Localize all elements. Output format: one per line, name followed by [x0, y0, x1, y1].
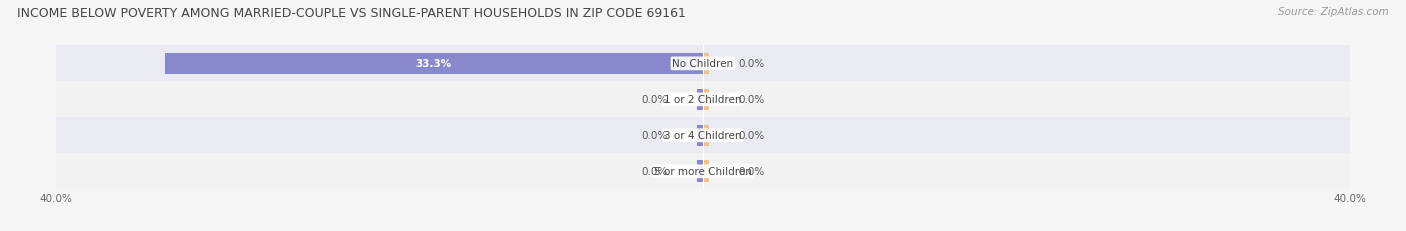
Bar: [696, 125, 703, 146]
Text: 0.0%: 0.0%: [641, 95, 668, 105]
Bar: [165, 53, 703, 75]
Text: 5 or more Children: 5 or more Children: [654, 167, 752, 176]
Text: 0.0%: 0.0%: [641, 131, 668, 141]
Bar: [696, 89, 703, 111]
Text: No Children: No Children: [672, 59, 734, 69]
Text: 0.0%: 0.0%: [738, 95, 765, 105]
Bar: [56, 46, 1350, 82]
Text: Source: ZipAtlas.com: Source: ZipAtlas.com: [1278, 7, 1389, 17]
Bar: [703, 125, 710, 146]
Text: 0.0%: 0.0%: [738, 167, 765, 176]
Bar: [56, 82, 1350, 118]
Text: 0.0%: 0.0%: [738, 59, 765, 69]
Bar: [56, 118, 1350, 154]
Bar: [56, 154, 1350, 189]
Bar: [703, 89, 710, 111]
Text: 0.0%: 0.0%: [738, 131, 765, 141]
Text: 33.3%: 33.3%: [416, 59, 451, 69]
Bar: [703, 161, 710, 182]
Text: 0.0%: 0.0%: [641, 167, 668, 176]
Text: 3 or 4 Children: 3 or 4 Children: [664, 131, 742, 141]
Text: 1 or 2 Children: 1 or 2 Children: [664, 95, 742, 105]
Bar: [703, 53, 710, 75]
Text: INCOME BELOW POVERTY AMONG MARRIED-COUPLE VS SINGLE-PARENT HOUSEHOLDS IN ZIP COD: INCOME BELOW POVERTY AMONG MARRIED-COUPL…: [17, 7, 686, 20]
Bar: [696, 161, 703, 182]
